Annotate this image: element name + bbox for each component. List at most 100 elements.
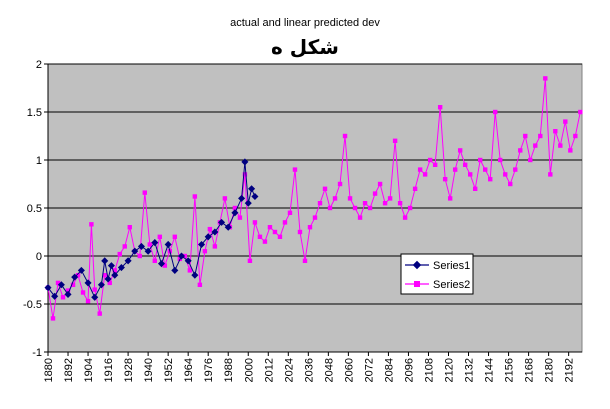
series2-point [232,205,238,211]
series1-point [157,260,166,268]
series2-point [257,234,263,239]
y-axis: -1 -0.5 0 0.5 1 1.5 2 [23,59,49,359]
series1-point [204,233,212,241]
series2-point [297,229,303,235]
series2-point [483,167,488,172]
series2-point [357,215,363,220]
series2-point [92,287,97,292]
series2-point [452,167,458,172]
series2-point [302,258,308,263]
series2-point [417,167,423,172]
series2-layer [45,76,583,321]
series2-point [127,225,132,230]
series2-point [372,191,378,196]
series2-point [317,201,323,206]
series2-point [563,119,568,124]
series2-point [513,167,518,172]
series2-point [157,234,163,239]
x-tick-label: 1940 [143,358,155,382]
series2-point [287,210,293,215]
series2-point [307,225,313,230]
x-tick-label: 2048 [323,358,335,382]
x-tick-label: 2084 [383,358,395,382]
x-tick-label: 1964 [183,358,195,382]
x-axis: 1880 1892 1904 1916 1928 1940 1952 1964 1976 1988… [43,352,576,382]
series2-point [60,295,66,300]
series2-point [533,143,538,148]
series2-point [80,290,86,295]
series2-point [70,282,76,287]
series2-point [342,133,348,139]
series2-point [538,133,543,139]
series2-point [292,167,298,172]
series2-point [558,143,563,148]
series1-point [131,247,139,255]
series2-point [457,148,463,153]
series1-point [97,281,105,289]
series1-point [101,257,109,265]
series2-point [377,181,383,187]
y-tick-label: -1 [32,347,42,359]
x-tick-label: 1976 [203,358,215,382]
series2-point [422,172,428,177]
series2-point [172,234,178,239]
y-tick-label: 0 [36,251,42,263]
legend-series2-label: Series2 [433,279,470,291]
series2-point [427,157,433,163]
series2-point [447,196,453,201]
series2-point [382,201,388,206]
x-tick-label: 2144 [484,358,496,382]
x-tick-label: 1892 [63,358,75,382]
series2-point [237,215,243,220]
series2-point [528,157,533,163]
series2-point [337,181,343,187]
series2-point [352,205,358,211]
legend-series1-marker [412,260,422,270]
series2-point [212,244,218,249]
series2-point [568,148,573,153]
series2-point [272,229,278,235]
series2-point [137,253,142,259]
x-tick-label: 2168 [524,358,536,382]
series1-point [151,239,159,247]
legend-series2-marker [414,281,420,287]
series2-point [242,172,248,177]
series2-point [152,258,157,263]
x-tick-label: 1952 [163,358,175,382]
series2-point [412,186,418,191]
series2-point [252,220,258,225]
series2-point [548,172,553,177]
x-tick-label: 1988 [223,358,235,382]
series2-point [467,172,473,177]
series2-point [402,215,408,220]
series1-point [104,275,112,283]
series2-point [142,190,147,195]
chart-subtitle: actual and linear predicted dev [230,17,380,29]
series2-point [327,205,333,211]
x-tick-label: 2000 [243,358,255,382]
y-tick-label: 1.5 [27,107,42,119]
series2-point [282,220,288,225]
series2-point [312,215,318,220]
series2-point [85,298,91,304]
series2-point [187,268,193,273]
series1-point [71,273,79,281]
series1-point [238,194,246,202]
series1-point [184,257,192,265]
series2-point [503,172,508,177]
legend: Series1 Series2 [400,253,474,295]
series2-point [112,268,117,273]
chart-title: شکل ه [271,35,339,59]
series2-point [89,222,94,227]
series1-point [177,252,186,260]
series2-point [277,234,283,239]
x-tick-label: 1916 [103,358,115,382]
series2-point [518,148,523,153]
series2-point [493,109,498,115]
series1-point [44,284,52,292]
x-tick-label: 2012 [263,358,275,382]
y-tick-label: 2 [36,59,42,71]
x-tick-label: 2192 [564,358,576,382]
series2-point [97,311,102,316]
